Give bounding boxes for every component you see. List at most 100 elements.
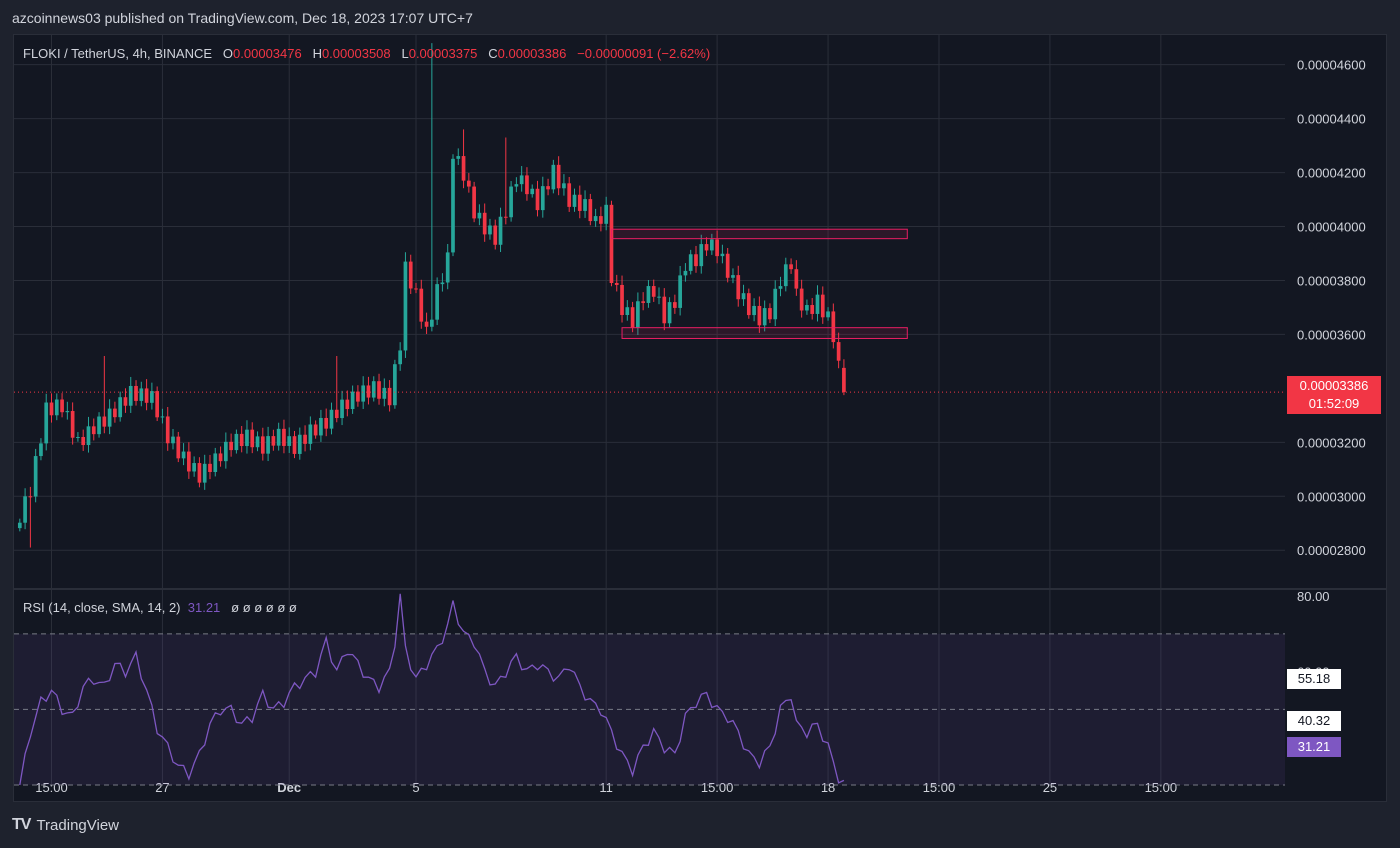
symbol-label[interactable]: FLOKI / TetherUS, 4h, BINANCE — [23, 46, 213, 61]
price-tick-label: 0.00004600 — [1297, 58, 1366, 73]
candle-body — [202, 463, 207, 483]
candle-body — [398, 350, 403, 365]
candle-body — [65, 411, 70, 413]
candle-body — [783, 264, 788, 287]
candle-body — [493, 225, 498, 245]
candle-body — [419, 288, 424, 322]
candle-body — [472, 186, 476, 219]
candle-body — [683, 270, 688, 276]
candle-body — [86, 426, 91, 446]
candle-body — [757, 305, 762, 326]
candle-body — [466, 180, 471, 187]
candle-body — [577, 194, 582, 211]
candle-body — [604, 204, 609, 224]
candle-body — [503, 216, 508, 218]
candle-body — [667, 302, 672, 324]
candle-body — [498, 216, 503, 245]
rsi-level-tag: 40.32 — [1287, 711, 1341, 731]
bar-countdown: 01:52:09 — [1308, 396, 1360, 411]
time-tick-label: 15:00 — [1145, 780, 1178, 795]
candle-body — [768, 308, 772, 320]
candle-body — [673, 302, 677, 308]
candle-body — [276, 428, 281, 446]
candle-body — [218, 453, 223, 462]
candle-body — [725, 253, 730, 278]
candle-body — [646, 286, 651, 303]
time-tick-label: Dec — [277, 780, 301, 795]
candle-body — [562, 183, 566, 189]
candle-body — [181, 451, 186, 459]
candle-body — [54, 399, 59, 416]
rsi-tick-label: 80.00 — [1297, 589, 1330, 604]
candle-body — [128, 385, 133, 406]
candle-body — [451, 158, 455, 253]
price-tick-label: 0.00004200 — [1297, 166, 1366, 181]
candle-body — [641, 301, 646, 303]
candle-body — [567, 183, 572, 207]
candle-body — [28, 496, 33, 498]
publisher-header: azcoinnews03 published on TradingView.co… — [12, 10, 473, 26]
candle-body — [266, 436, 270, 454]
candle-body — [509, 186, 513, 218]
candle-body — [403, 261, 408, 351]
low-label: L — [401, 46, 409, 61]
candle-body — [826, 311, 830, 318]
candle-body — [430, 319, 434, 327]
candle-body — [208, 463, 212, 472]
candle-body — [70, 411, 75, 438]
tradingview-logo-icon: TV — [12, 816, 31, 833]
candle-body — [435, 284, 439, 320]
candle-body — [245, 429, 249, 447]
candle-body — [313, 424, 318, 436]
candle-body — [741, 293, 746, 300]
candle-body — [831, 311, 836, 343]
candle-body — [197, 463, 202, 483]
candle-body — [187, 451, 191, 472]
candle-body — [678, 275, 682, 308]
candle-body — [488, 225, 492, 235]
candle-body — [519, 175, 524, 185]
price-zone-box — [621, 327, 908, 339]
candle-body — [620, 284, 624, 315]
price-tick-label: 0.00003200 — [1297, 435, 1366, 450]
candle-body — [287, 436, 292, 446]
candle-body — [762, 308, 767, 326]
candle-body — [805, 305, 809, 311]
candle-body — [815, 294, 820, 314]
candle-body — [625, 307, 630, 315]
candle-body — [382, 387, 387, 399]
candle-body — [636, 301, 640, 328]
rsi-label[interactable]: RSI (14, close, SMA, 14, 2) — [23, 600, 181, 615]
footer-brand[interactable]: TV TradingView — [12, 816, 119, 834]
candle-body — [260, 436, 265, 454]
candle-body — [709, 239, 714, 251]
candle-body — [477, 212, 482, 219]
rsi-value-tag: 31.21 — [1287, 737, 1341, 757]
candle-body — [213, 453, 218, 472]
candle-body — [530, 188, 535, 195]
candle-body — [794, 269, 799, 289]
candle-body — [514, 184, 519, 187]
candle-body — [49, 402, 54, 416]
candle-body — [556, 164, 561, 189]
last-price-tag: 0.00003386 01:52:09 — [1287, 376, 1381, 414]
candle-body — [308, 424, 313, 444]
candle-body — [445, 252, 450, 283]
candle-body — [319, 417, 323, 436]
price-zone-box — [610, 228, 908, 240]
candle-body — [144, 388, 149, 403]
chart-panel[interactable] — [13, 34, 1387, 802]
low-value: 0.00003375 — [408, 46, 478, 61]
rsi-legend-value: 31.21 — [187, 600, 221, 615]
price-tick-label: 0.00002800 — [1297, 543, 1366, 558]
time-tick-label: 18 — [821, 780, 835, 795]
candle-body — [139, 388, 144, 401]
candle-body — [746, 293, 751, 316]
candle-body — [255, 436, 260, 448]
candle-body — [614, 282, 619, 285]
candle-body — [651, 286, 656, 297]
candle-body — [820, 294, 825, 318]
candle-body — [160, 416, 165, 418]
candle-body — [171, 436, 175, 444]
